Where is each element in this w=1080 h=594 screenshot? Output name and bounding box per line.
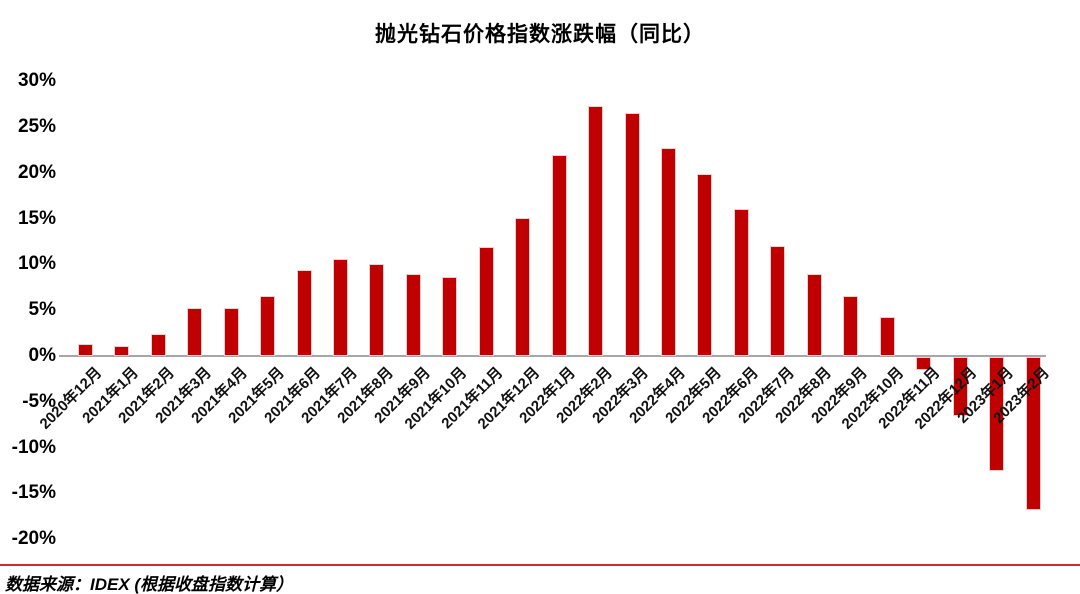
bar-2021年7月	[332, 258, 348, 356]
bar-2021年11月	[478, 246, 494, 356]
source-note: 数据来源：IDEX (根据收盘指数计算）	[5, 575, 294, 594]
plot-area: 30% 25% 20% 15% 10% 5% 0% -5% -10% -15% -20% 2020年1…	[11, 70, 1054, 550]
y-axis-tick-label: 25%	[17, 116, 56, 137]
y-axis-tick-label: 20%	[17, 161, 56, 183]
y-axis-tick-label: 0%	[28, 345, 56, 366]
bar-2022年1月	[551, 155, 567, 356]
bar-2021年8月	[369, 264, 385, 356]
bar-2022年10月	[879, 316, 895, 356]
x-axis-line	[59, 355, 1046, 357]
bar-2022年5月	[697, 173, 713, 356]
chart-title: 抛光钻石价格指数涨跌幅（同比）	[375, 23, 705, 46]
bar-2023年2月	[1025, 357, 1041, 510]
bar-2022年7月	[770, 246, 786, 356]
footer-divider-line	[0, 564, 1080, 566]
bar-2022年8月	[806, 274, 822, 356]
y-axis-tick-label: -15%	[11, 482, 56, 504]
bar-2021年9月	[405, 274, 421, 356]
bar-2021年1月	[114, 345, 130, 356]
bar-2021年4月	[223, 308, 239, 356]
bar-2021年2月	[150, 334, 166, 356]
y-axis-tick-label: 10%	[17, 253, 56, 275]
y-axis-tick-label: -10%	[11, 436, 56, 458]
y-axis-tick-label: 30%	[17, 70, 56, 92]
y-axis-tick-label: 5%	[28, 299, 56, 321]
bar-2021年6月	[296, 269, 312, 356]
y-axis-tick-label: 15%	[17, 207, 56, 229]
bar-2022年2月	[588, 105, 604, 356]
bar-2021年5月	[260, 295, 276, 356]
y-axis-tick-label: -20%	[11, 528, 56, 550]
bar-2022年4月	[661, 148, 676, 356]
bar-2022年3月	[624, 113, 640, 356]
bar-2022年11月	[916, 357, 932, 370]
bar-2022年9月	[843, 295, 859, 356]
bar-2022年6月	[733, 208, 749, 356]
y-axis-tick-label: -5%	[22, 390, 56, 412]
bar-2023年1月	[989, 357, 1005, 471]
bar-2021年10月	[442, 277, 458, 356]
bar-2021年12月	[515, 217, 531, 356]
bar-2022年12月	[952, 357, 968, 416]
bar-2021年3月	[187, 308, 203, 356]
bar-2020年12月	[77, 344, 93, 356]
